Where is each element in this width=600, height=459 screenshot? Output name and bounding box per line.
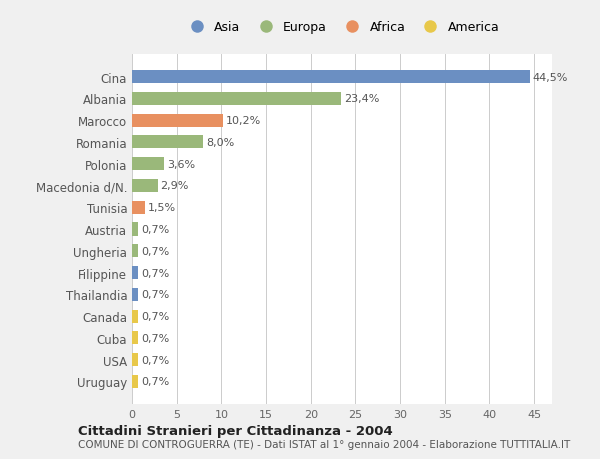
Bar: [132, 223, 138, 236]
Legend: Asia, Europa, Africa, America: Asia, Europa, Africa, America: [179, 16, 505, 39]
Text: 0,7%: 0,7%: [141, 290, 169, 300]
Text: 0,7%: 0,7%: [141, 355, 169, 365]
Text: 0,7%: 0,7%: [141, 224, 169, 235]
Bar: [132, 375, 138, 388]
Text: 0,7%: 0,7%: [141, 268, 169, 278]
Text: 0,7%: 0,7%: [141, 333, 169, 343]
Bar: [132, 71, 530, 84]
Text: COMUNE DI CONTROGUERRA (TE) - Dati ISTAT al 1° gennaio 2004 - Elaborazione TUTTI: COMUNE DI CONTROGUERRA (TE) - Dati ISTAT…: [78, 440, 570, 449]
Bar: [132, 353, 138, 366]
Text: 0,7%: 0,7%: [141, 376, 169, 386]
Text: 8,0%: 8,0%: [206, 138, 235, 148]
Text: 0,7%: 0,7%: [141, 246, 169, 256]
Text: 44,5%: 44,5%: [532, 73, 568, 83]
Bar: [132, 331, 138, 345]
Text: 0,7%: 0,7%: [141, 311, 169, 321]
Bar: [132, 158, 164, 171]
Text: 3,6%: 3,6%: [167, 159, 195, 169]
Bar: [132, 288, 138, 301]
Bar: [132, 179, 158, 193]
Text: 10,2%: 10,2%: [226, 116, 261, 126]
Bar: [132, 266, 138, 280]
Bar: [132, 310, 138, 323]
Bar: [132, 136, 203, 149]
Bar: [132, 93, 341, 106]
Text: 1,5%: 1,5%: [148, 203, 176, 213]
Text: 2,9%: 2,9%: [161, 181, 189, 191]
Text: Cittadini Stranieri per Cittadinanza - 2004: Cittadini Stranieri per Cittadinanza - 2…: [78, 424, 393, 437]
Text: 23,4%: 23,4%: [344, 94, 379, 104]
Bar: [132, 114, 223, 128]
Bar: [132, 201, 145, 214]
Bar: [132, 245, 138, 258]
